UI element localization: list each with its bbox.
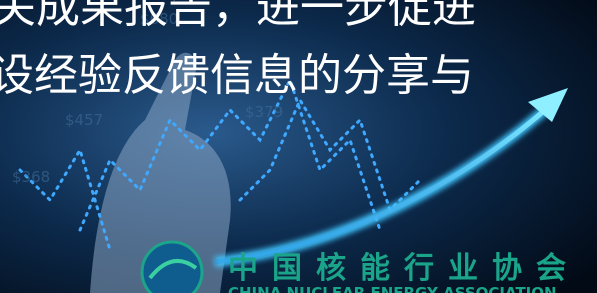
price-label: $379 (245, 103, 283, 121)
price-label: $368 (12, 168, 50, 186)
page: $680 $457 $379 $368 关成果报告，进一步促进 设经验反馈信息的… (0, 0, 597, 293)
logo-name-cn: 中国核能行业协会 (228, 251, 580, 286)
headline-line: 关成果报告，进一步促进 (0, 0, 476, 33)
headline-line: 设经验反馈信息的分享与 (0, 50, 474, 101)
price-label: $457 (65, 111, 103, 129)
logo-name-en: CHINA NUCLEAR ENERGY ASSOCIATION (228, 284, 557, 293)
scene: $680 $457 $379 $368 关成果报告，进一步促进 设经验反馈信息的… (0, 0, 597, 293)
